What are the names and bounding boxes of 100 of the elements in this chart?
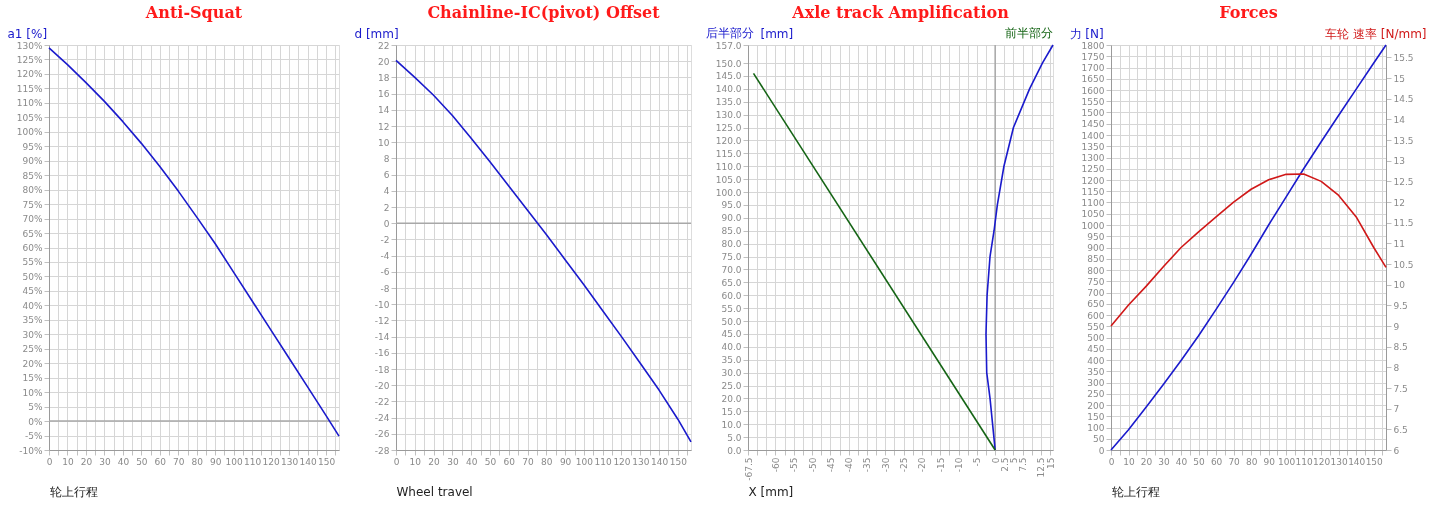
y-tick-label: 10.0 xyxy=(721,419,742,430)
y-tick-label: 85% xyxy=(22,170,43,181)
y2-tick-label: 12 xyxy=(1393,197,1405,208)
y-tick-label: 150.0 xyxy=(715,58,742,69)
x-tick-label: 50 xyxy=(484,456,497,467)
x-tick-label: 150 xyxy=(1365,456,1384,467)
y-tick-label: 300 xyxy=(1087,378,1105,388)
x-tick-label: 150 xyxy=(317,456,336,467)
y-tick-label: 110.0 xyxy=(715,161,742,172)
y-tick-label: 18 xyxy=(378,72,390,83)
x-tick-label: 110 xyxy=(244,456,262,467)
y-tick-label: 45% xyxy=(22,286,43,297)
y-tick-label: 12 xyxy=(378,121,390,132)
y-tick-label: -5% xyxy=(24,431,43,442)
x-tick-label: 90 xyxy=(210,456,222,467)
y-tick-label: 135.0 xyxy=(715,97,742,108)
x-tick-label: 130 xyxy=(1330,456,1349,467)
y2-tick-label: 11 xyxy=(1393,238,1405,249)
line-series xyxy=(48,47,340,437)
x-tick-label: 120 xyxy=(1313,456,1331,467)
chart-title: Axle track Amplification xyxy=(791,3,1010,22)
chart-title: Anti-Squat xyxy=(144,3,243,22)
y-tick-label: -12 xyxy=(374,315,390,326)
y-tick-label: 50 xyxy=(1093,434,1105,445)
y-tick-label: 60.0 xyxy=(721,290,742,301)
y-tick-label: 20% xyxy=(22,358,43,369)
y-tick-label: 10 xyxy=(378,137,390,148)
text: 后半部分 xyxy=(706,26,754,40)
y-tick-label: 800 xyxy=(1087,265,1105,276)
y-tick-label: 15% xyxy=(22,373,43,384)
x-tick-label: 40 xyxy=(465,456,478,467)
x-tick-label: 90 xyxy=(1263,456,1276,467)
x-tick-label: 0 xyxy=(1108,456,1115,467)
y-tick-label: 90.0 xyxy=(721,213,742,224)
y-tick-label: 1550 xyxy=(1081,96,1105,107)
x-tick-label: -45 xyxy=(825,457,836,473)
x-tick-label: 140 xyxy=(1348,456,1366,467)
y2-tick-label: 9.5 xyxy=(1393,300,1408,311)
y-tick-label: 25.0 xyxy=(721,381,742,392)
x-tick-label: 50 xyxy=(1193,456,1206,467)
y-tick-label: 145.0 xyxy=(715,71,742,82)
y-tick-label: 35.0 xyxy=(721,355,742,366)
y-tick-label: 650 xyxy=(1087,299,1105,310)
x-tick-label: 0 xyxy=(46,456,53,467)
y-tick-label: 20 xyxy=(378,56,390,67)
y-tick-label: 1100 xyxy=(1081,198,1105,208)
y-tick-label: -2 xyxy=(380,234,390,245)
y-tick-label: 8 xyxy=(383,153,390,164)
y-tick-label: 150 xyxy=(1087,411,1105,422)
y-tick-label: 200 xyxy=(1087,400,1105,411)
y-tick-label: 85.0 xyxy=(721,226,742,237)
y-tick-label: 15.0 xyxy=(721,406,742,417)
y-tick-label: 1250 xyxy=(1081,164,1105,175)
y-tick-label: 35% xyxy=(22,315,43,326)
y-tick-label: 1450 xyxy=(1081,119,1105,130)
y-tick-label: 115.0 xyxy=(715,148,742,159)
y-tick-label: 5% xyxy=(28,402,43,413)
x-tick-label: 10 xyxy=(409,456,422,467)
y-tick-label: -22 xyxy=(374,396,390,407)
y-tick-label: 50.0 xyxy=(721,316,742,327)
y-tick-label: 250 xyxy=(1087,389,1105,400)
y-tick-label: 1600 xyxy=(1081,85,1105,96)
x-tick-label: 80 xyxy=(191,456,204,467)
y-axis-title: [mm] xyxy=(760,26,794,41)
chart-title: Forces xyxy=(1219,3,1278,22)
x-axis-title: X [mm] xyxy=(748,484,794,499)
y-tick-label: 1700 xyxy=(1081,63,1105,73)
y-tick-label: 350 xyxy=(1087,366,1105,377)
y-tick-label: 4 xyxy=(383,186,390,197)
x-tick-label: 150 xyxy=(669,456,688,467)
y-tick-label: -16 xyxy=(374,348,390,359)
y-tick-label: -18 xyxy=(374,364,390,375)
y-tick-label: 750 xyxy=(1087,276,1105,287)
y-tick-label: 75% xyxy=(22,199,43,210)
y2-tick-label: 7.5 xyxy=(1393,383,1408,394)
y-tick-label: 2 xyxy=(383,202,390,213)
y-tick-label: 75.0 xyxy=(721,252,742,263)
y-tick-label: 125% xyxy=(16,54,43,65)
y-tick-label: 50% xyxy=(22,271,43,282)
x-tick-label: 80 xyxy=(541,456,553,467)
x-axis-title: 轮上行程 xyxy=(1111,484,1160,499)
y-tick-label: 1350 xyxy=(1081,141,1105,152)
x-tick-label: 40 xyxy=(117,456,130,467)
y-tick-label: 600 xyxy=(1087,310,1105,321)
x-tick-label: -55 xyxy=(789,457,800,473)
y-tick-label: -4 xyxy=(380,251,390,262)
y-tick-label: 1150 xyxy=(1081,186,1105,197)
y-tick-label: 550 xyxy=(1087,321,1105,332)
x-tick-label: 15 xyxy=(1045,457,1056,469)
y-tick-label: 100% xyxy=(16,127,43,138)
y-tick-label: 1650 xyxy=(1081,74,1105,85)
y-tick-label: 700 xyxy=(1087,288,1105,298)
y2-tick-label: 8 xyxy=(1393,362,1400,373)
x-tick-label: 60 xyxy=(154,456,167,467)
y2-tick-label: 11.5 xyxy=(1393,218,1414,229)
y-tick-label: 6 xyxy=(383,170,390,181)
y-tick-label: 10% xyxy=(22,387,43,398)
x-tick-label: 30 xyxy=(99,456,111,467)
y2-tick-label: 14 xyxy=(1393,114,1406,125)
y-tick-label: -28 xyxy=(374,445,390,456)
